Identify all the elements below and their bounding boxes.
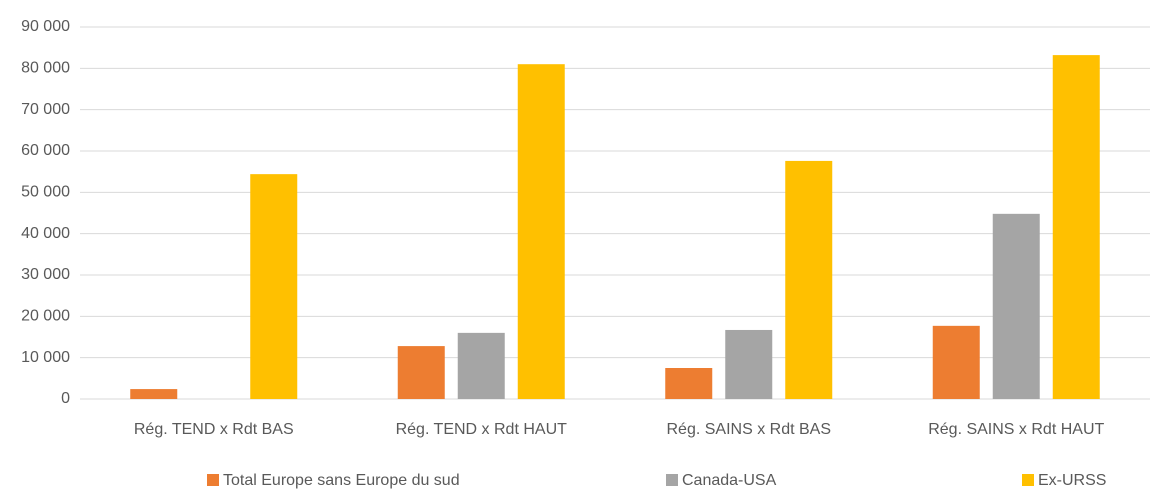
legend-label: Canada-USA: [682, 472, 777, 489]
legend-swatch: [666, 474, 678, 486]
bar: [397, 346, 445, 399]
y-tick-label: 40 000: [21, 225, 70, 242]
y-tick-label: 30 000: [21, 266, 70, 283]
legend-swatch: [1022, 474, 1034, 486]
y-tick-label: 70 000: [21, 101, 70, 118]
bar: [665, 368, 713, 399]
bar: [250, 174, 298, 399]
y-tick-label: 20 000: [21, 308, 70, 325]
y-tick-label: 80 000: [21, 60, 70, 77]
bar: [725, 329, 773, 399]
bar: [517, 64, 565, 399]
x-tick-label: Rég. TEND x Rdt BAS: [134, 421, 294, 438]
legend-label: Total Europe sans Europe du sud: [223, 472, 460, 489]
y-tick-label: 60 000: [21, 142, 70, 159]
legend-label: Ex-URSS: [1038, 472, 1106, 489]
y-tick-label: 90 000: [21, 18, 70, 35]
x-tick-label: Rég. SAINS x Rdt HAUT: [928, 421, 1104, 438]
x-tick-label: Rég. TEND x Rdt HAUT: [396, 421, 568, 438]
y-tick-label: 50 000: [21, 184, 70, 201]
legend-swatch: [207, 474, 219, 486]
bar: [130, 389, 178, 399]
bar: [1052, 55, 1100, 400]
y-tick-label: 0: [61, 390, 70, 407]
x-tick-label: Rég. SAINS x Rdt BAS: [666, 421, 831, 438]
y-tick-label: 10 000: [21, 349, 70, 366]
bar: [992, 213, 1040, 399]
bar: [932, 325, 980, 399]
bar: [457, 332, 505, 399]
bar: [785, 160, 833, 399]
